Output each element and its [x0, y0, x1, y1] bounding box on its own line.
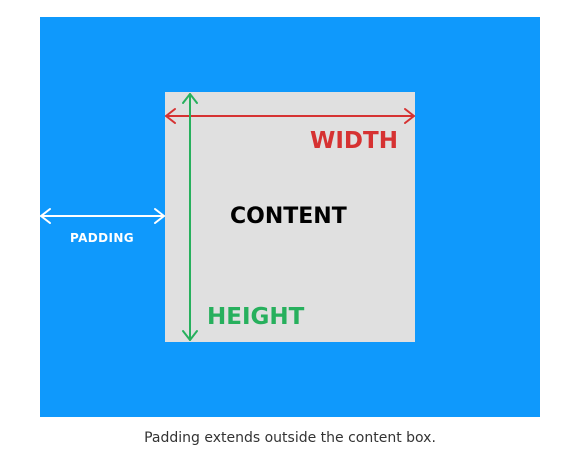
padding-label: PADDING — [70, 231, 135, 245]
height-label: HEIGHT — [207, 304, 305, 330]
content-label: CONTENT — [230, 204, 347, 229]
padding-arrow — [40, 208, 165, 224]
width-arrow — [165, 108, 415, 124]
content-box — [165, 92, 415, 342]
height-arrow — [182, 93, 198, 341]
figure-caption: Padding extends outside the content box. — [144, 430, 436, 446]
width-label: WIDTH — [310, 128, 398, 154]
